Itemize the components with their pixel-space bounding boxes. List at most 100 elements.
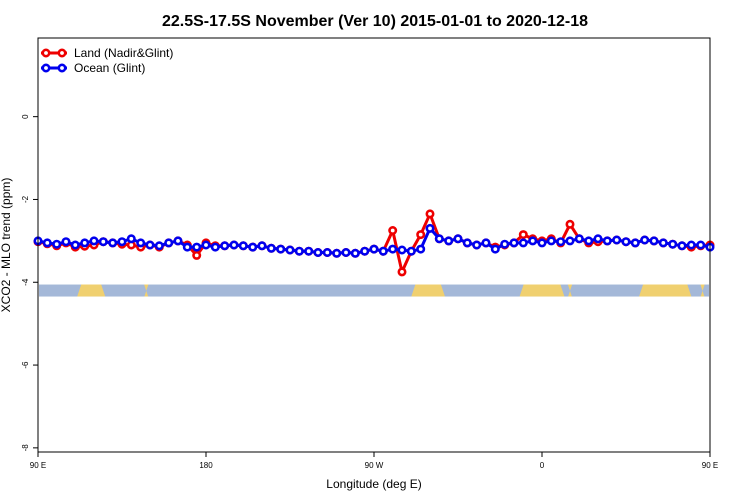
data-point xyxy=(313,248,323,258)
data-point xyxy=(696,240,706,250)
ocean-strip xyxy=(39,284,709,297)
data-point xyxy=(154,241,164,251)
data-point xyxy=(285,245,295,255)
data-point xyxy=(537,238,547,248)
y-tick-label: -4 xyxy=(21,278,30,286)
data-point xyxy=(658,238,668,248)
data-point xyxy=(612,235,622,245)
data-point xyxy=(360,246,370,256)
data-point xyxy=(500,239,510,249)
data-point xyxy=(518,230,528,240)
data-point xyxy=(192,250,202,260)
data-point xyxy=(182,242,192,252)
land-segment xyxy=(567,284,573,297)
data-point xyxy=(574,234,584,244)
data-point xyxy=(425,209,435,219)
data-point xyxy=(602,236,612,246)
data-point xyxy=(593,234,603,244)
data-point xyxy=(481,238,491,248)
data-point xyxy=(294,246,304,256)
land-segment xyxy=(700,284,705,297)
data-point xyxy=(164,238,174,248)
y-axis: 0 -2 -4 -6 -8 xyxy=(21,114,38,452)
data-point xyxy=(556,237,566,247)
data-point xyxy=(434,234,444,244)
data-point xyxy=(388,226,398,236)
data-point xyxy=(229,240,239,250)
data-point xyxy=(89,236,99,246)
legend-item: Land (Nadir&Glint) xyxy=(41,46,173,60)
land-segment xyxy=(144,284,149,297)
data-point xyxy=(52,239,62,249)
data-point xyxy=(248,242,258,252)
data-point xyxy=(490,244,500,254)
data-point xyxy=(378,246,388,256)
data-point xyxy=(266,243,276,253)
data-point xyxy=(388,244,398,254)
data-point xyxy=(80,238,90,248)
legend-marker xyxy=(41,48,51,58)
data-point xyxy=(70,240,80,250)
series-ocean xyxy=(33,223,715,258)
data-point xyxy=(201,240,211,250)
legend-label: Ocean (Glint) xyxy=(74,61,145,75)
data-point xyxy=(630,238,640,248)
data-point xyxy=(341,248,351,258)
x-axis-label: Longitude (deg E) xyxy=(326,477,421,491)
data-point xyxy=(42,238,52,248)
data-point xyxy=(640,235,650,245)
chart-title: 22.5S-17.5S November (Ver 10) 2015-01-01… xyxy=(162,13,588,30)
data-point xyxy=(518,238,528,248)
data-point xyxy=(677,241,687,251)
data-point xyxy=(369,244,379,254)
land-ocean-mask xyxy=(39,284,709,297)
land-segment xyxy=(639,284,692,297)
x-tick-label: 90 E xyxy=(30,461,46,470)
data-point xyxy=(276,244,286,254)
legend-marker xyxy=(41,63,51,73)
data-point xyxy=(416,244,426,254)
data-point xyxy=(173,236,183,246)
data-point xyxy=(210,242,220,252)
y-tick-label: -2 xyxy=(21,195,30,203)
legend-marker xyxy=(57,63,67,73)
data-point xyxy=(472,240,482,250)
data-point xyxy=(425,223,435,233)
legend-marker xyxy=(57,48,67,58)
data-point xyxy=(397,245,407,255)
x-tick-label: 180 xyxy=(199,461,213,470)
data-point xyxy=(136,238,146,248)
data-point xyxy=(238,241,248,251)
data-point xyxy=(220,241,230,251)
y-tick-label: -6 xyxy=(21,361,30,369)
data-point xyxy=(397,267,407,277)
data-point xyxy=(668,239,678,249)
data-point xyxy=(257,241,267,251)
data-point xyxy=(145,240,155,250)
data-point xyxy=(528,236,538,246)
land-segment xyxy=(411,284,445,297)
data-point xyxy=(649,236,659,246)
legend-item: Ocean (Glint) xyxy=(41,61,145,75)
y-axis-label: XCO2 - MLO trend (ppm) xyxy=(0,178,13,313)
legend-label: Land (Nadir&Glint) xyxy=(74,46,173,60)
data-point xyxy=(406,246,416,256)
data-point xyxy=(621,237,631,247)
y-tick-label: -8 xyxy=(21,444,30,452)
land-segment xyxy=(519,284,565,297)
data-point xyxy=(192,242,202,252)
x-tick-label: 90 W xyxy=(365,461,384,470)
data-point xyxy=(686,240,696,250)
data-point xyxy=(117,237,127,247)
land-segment xyxy=(77,284,106,297)
data-point xyxy=(332,248,342,258)
data-point xyxy=(108,238,118,248)
data-point xyxy=(509,238,519,248)
x-tick-label: 0 xyxy=(540,461,545,470)
data-point xyxy=(416,230,426,240)
x-axis: 90 E 180 90 W 0 90 E xyxy=(30,452,718,470)
data-point xyxy=(453,234,463,244)
series-layer xyxy=(33,209,715,277)
data-point xyxy=(61,237,71,247)
